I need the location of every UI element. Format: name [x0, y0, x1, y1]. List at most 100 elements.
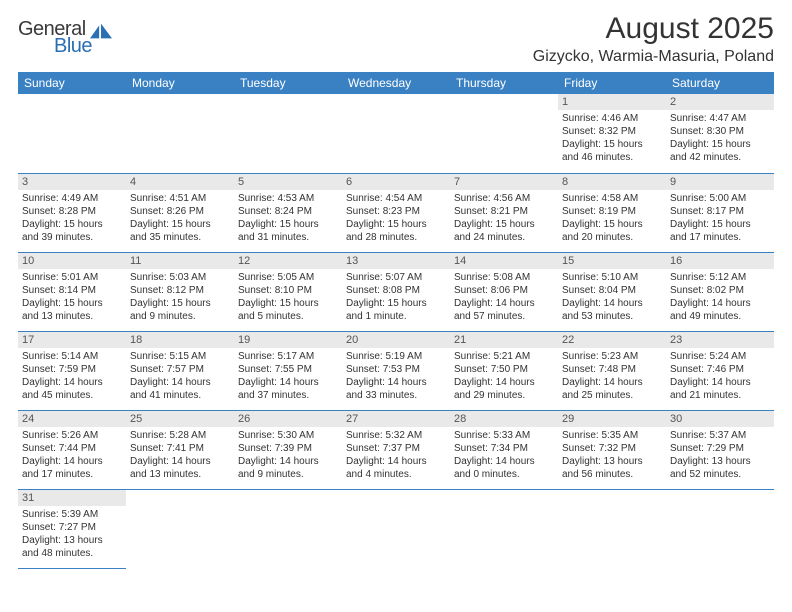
day-number: 6: [342, 174, 450, 190]
day-number: 21: [450, 332, 558, 348]
col-sat: Saturday: [666, 72, 774, 94]
week-row: 31Sunrise: 5:39 AMSunset: 7:27 PMDayligh…: [18, 489, 774, 568]
day-number: 19: [234, 332, 342, 348]
day-cell: 21Sunrise: 5:21 AMSunset: 7:50 PMDayligh…: [450, 331, 558, 410]
day-number: 5: [234, 174, 342, 190]
calendar-table: Sunday Monday Tuesday Wednesday Thursday…: [18, 72, 774, 569]
day-details: Sunrise: 5:35 AMSunset: 7:32 PMDaylight:…: [558, 427, 666, 485]
day-cell: 28Sunrise: 5:33 AMSunset: 7:34 PMDayligh…: [450, 410, 558, 489]
day-number: 28: [450, 411, 558, 427]
day-cell: 19Sunrise: 5:17 AMSunset: 7:55 PMDayligh…: [234, 331, 342, 410]
day-cell: 26Sunrise: 5:30 AMSunset: 7:39 PMDayligh…: [234, 410, 342, 489]
day-number: 31: [18, 490, 126, 506]
day-details: Sunrise: 4:53 AMSunset: 8:24 PMDaylight:…: [234, 190, 342, 248]
day-number: 2: [666, 94, 774, 110]
logo: General Blue: [18, 18, 112, 58]
day-number: 13: [342, 253, 450, 269]
col-tue: Tuesday: [234, 72, 342, 94]
day-details: Sunrise: 5:10 AMSunset: 8:04 PMDaylight:…: [558, 269, 666, 327]
logo-text-2: Blue: [54, 35, 112, 58]
day-details: Sunrise: 5:37 AMSunset: 7:29 PMDaylight:…: [666, 427, 774, 485]
day-details: Sunrise: 4:54 AMSunset: 8:23 PMDaylight:…: [342, 190, 450, 248]
day-details: Sunrise: 5:01 AMSunset: 8:14 PMDaylight:…: [18, 269, 126, 327]
day-cell: 17Sunrise: 5:14 AMSunset: 7:59 PMDayligh…: [18, 331, 126, 410]
day-details: Sunrise: 5:23 AMSunset: 7:48 PMDaylight:…: [558, 348, 666, 406]
day-number: 16: [666, 253, 774, 269]
day-number: 25: [126, 411, 234, 427]
day-details: Sunrise: 5:00 AMSunset: 8:17 PMDaylight:…: [666, 190, 774, 248]
day-number: 24: [18, 411, 126, 427]
day-cell: [558, 489, 666, 568]
day-cell: 23Sunrise: 5:24 AMSunset: 7:46 PMDayligh…: [666, 331, 774, 410]
week-row: 24Sunrise: 5:26 AMSunset: 7:44 PMDayligh…: [18, 410, 774, 489]
day-cell: 4Sunrise: 4:51 AMSunset: 8:26 PMDaylight…: [126, 173, 234, 252]
col-fri: Friday: [558, 72, 666, 94]
day-cell: 7Sunrise: 4:56 AMSunset: 8:21 PMDaylight…: [450, 173, 558, 252]
location-subtitle: Gizycko, Warmia-Masuria, Poland: [533, 48, 774, 66]
day-details: Sunrise: 5:32 AMSunset: 7:37 PMDaylight:…: [342, 427, 450, 485]
day-cell: [234, 489, 342, 568]
day-number: 26: [234, 411, 342, 427]
day-details: Sunrise: 5:12 AMSunset: 8:02 PMDaylight:…: [666, 269, 774, 327]
day-number: 1: [558, 94, 666, 110]
day-number: 14: [450, 253, 558, 269]
day-details: Sunrise: 5:07 AMSunset: 8:08 PMDaylight:…: [342, 269, 450, 327]
day-cell: 10Sunrise: 5:01 AMSunset: 8:14 PMDayligh…: [18, 252, 126, 331]
day-number: 4: [126, 174, 234, 190]
day-number: 29: [558, 411, 666, 427]
day-number: 30: [666, 411, 774, 427]
day-number: 23: [666, 332, 774, 348]
day-number: 17: [18, 332, 126, 348]
day-details: Sunrise: 5:26 AMSunset: 7:44 PMDaylight:…: [18, 427, 126, 485]
day-cell: 5Sunrise: 4:53 AMSunset: 8:24 PMDaylight…: [234, 173, 342, 252]
day-number: 9: [666, 174, 774, 190]
day-cell: 8Sunrise: 4:58 AMSunset: 8:19 PMDaylight…: [558, 173, 666, 252]
day-cell: 24Sunrise: 5:26 AMSunset: 7:44 PMDayligh…: [18, 410, 126, 489]
week-row: 17Sunrise: 5:14 AMSunset: 7:59 PMDayligh…: [18, 331, 774, 410]
day-cell: [666, 489, 774, 568]
day-details: Sunrise: 5:39 AMSunset: 7:27 PMDaylight:…: [18, 506, 126, 564]
day-cell: 3Sunrise: 4:49 AMSunset: 8:28 PMDaylight…: [18, 173, 126, 252]
day-details: Sunrise: 5:33 AMSunset: 7:34 PMDaylight:…: [450, 427, 558, 485]
day-number: 22: [558, 332, 666, 348]
week-row: 10Sunrise: 5:01 AMSunset: 8:14 PMDayligh…: [18, 252, 774, 331]
day-cell: 18Sunrise: 5:15 AMSunset: 7:57 PMDayligh…: [126, 331, 234, 410]
day-details: Sunrise: 5:14 AMSunset: 7:59 PMDaylight:…: [18, 348, 126, 406]
day-details: Sunrise: 5:28 AMSunset: 7:41 PMDaylight:…: [126, 427, 234, 485]
day-cell: [126, 94, 234, 173]
week-row: 1Sunrise: 4:46 AMSunset: 8:32 PMDaylight…: [18, 94, 774, 173]
day-number: 12: [234, 253, 342, 269]
day-number: 10: [18, 253, 126, 269]
day-details: Sunrise: 4:58 AMSunset: 8:19 PMDaylight:…: [558, 190, 666, 248]
day-details: Sunrise: 5:17 AMSunset: 7:55 PMDaylight:…: [234, 348, 342, 406]
day-number: 8: [558, 174, 666, 190]
day-number: 20: [342, 332, 450, 348]
day-cell: [126, 489, 234, 568]
day-number: 27: [342, 411, 450, 427]
day-details: Sunrise: 4:46 AMSunset: 8:32 PMDaylight:…: [558, 110, 666, 168]
day-details: Sunrise: 4:56 AMSunset: 8:21 PMDaylight:…: [450, 190, 558, 248]
day-cell: 22Sunrise: 5:23 AMSunset: 7:48 PMDayligh…: [558, 331, 666, 410]
day-details: Sunrise: 5:03 AMSunset: 8:12 PMDaylight:…: [126, 269, 234, 327]
day-number: 18: [126, 332, 234, 348]
day-cell: [342, 94, 450, 173]
day-cell: 30Sunrise: 5:37 AMSunset: 7:29 PMDayligh…: [666, 410, 774, 489]
col-mon: Monday: [126, 72, 234, 94]
day-details: Sunrise: 5:21 AMSunset: 7:50 PMDaylight:…: [450, 348, 558, 406]
col-sun: Sunday: [18, 72, 126, 94]
day-cell: [450, 94, 558, 173]
day-cell: 11Sunrise: 5:03 AMSunset: 8:12 PMDayligh…: [126, 252, 234, 331]
day-details: Sunrise: 4:47 AMSunset: 8:30 PMDaylight:…: [666, 110, 774, 168]
col-thu: Thursday: [450, 72, 558, 94]
day-cell: 9Sunrise: 5:00 AMSunset: 8:17 PMDaylight…: [666, 173, 774, 252]
day-details: Sunrise: 4:49 AMSunset: 8:28 PMDaylight:…: [18, 190, 126, 248]
day-details: Sunrise: 5:30 AMSunset: 7:39 PMDaylight:…: [234, 427, 342, 485]
weekday-header-row: Sunday Monday Tuesday Wednesday Thursday…: [18, 72, 774, 94]
day-cell: 1Sunrise: 4:46 AMSunset: 8:32 PMDaylight…: [558, 94, 666, 173]
day-cell: 16Sunrise: 5:12 AMSunset: 8:02 PMDayligh…: [666, 252, 774, 331]
day-cell: 29Sunrise: 5:35 AMSunset: 7:32 PMDayligh…: [558, 410, 666, 489]
day-cell: [234, 94, 342, 173]
day-cell: 27Sunrise: 5:32 AMSunset: 7:37 PMDayligh…: [342, 410, 450, 489]
col-wed: Wednesday: [342, 72, 450, 94]
day-cell: [450, 489, 558, 568]
